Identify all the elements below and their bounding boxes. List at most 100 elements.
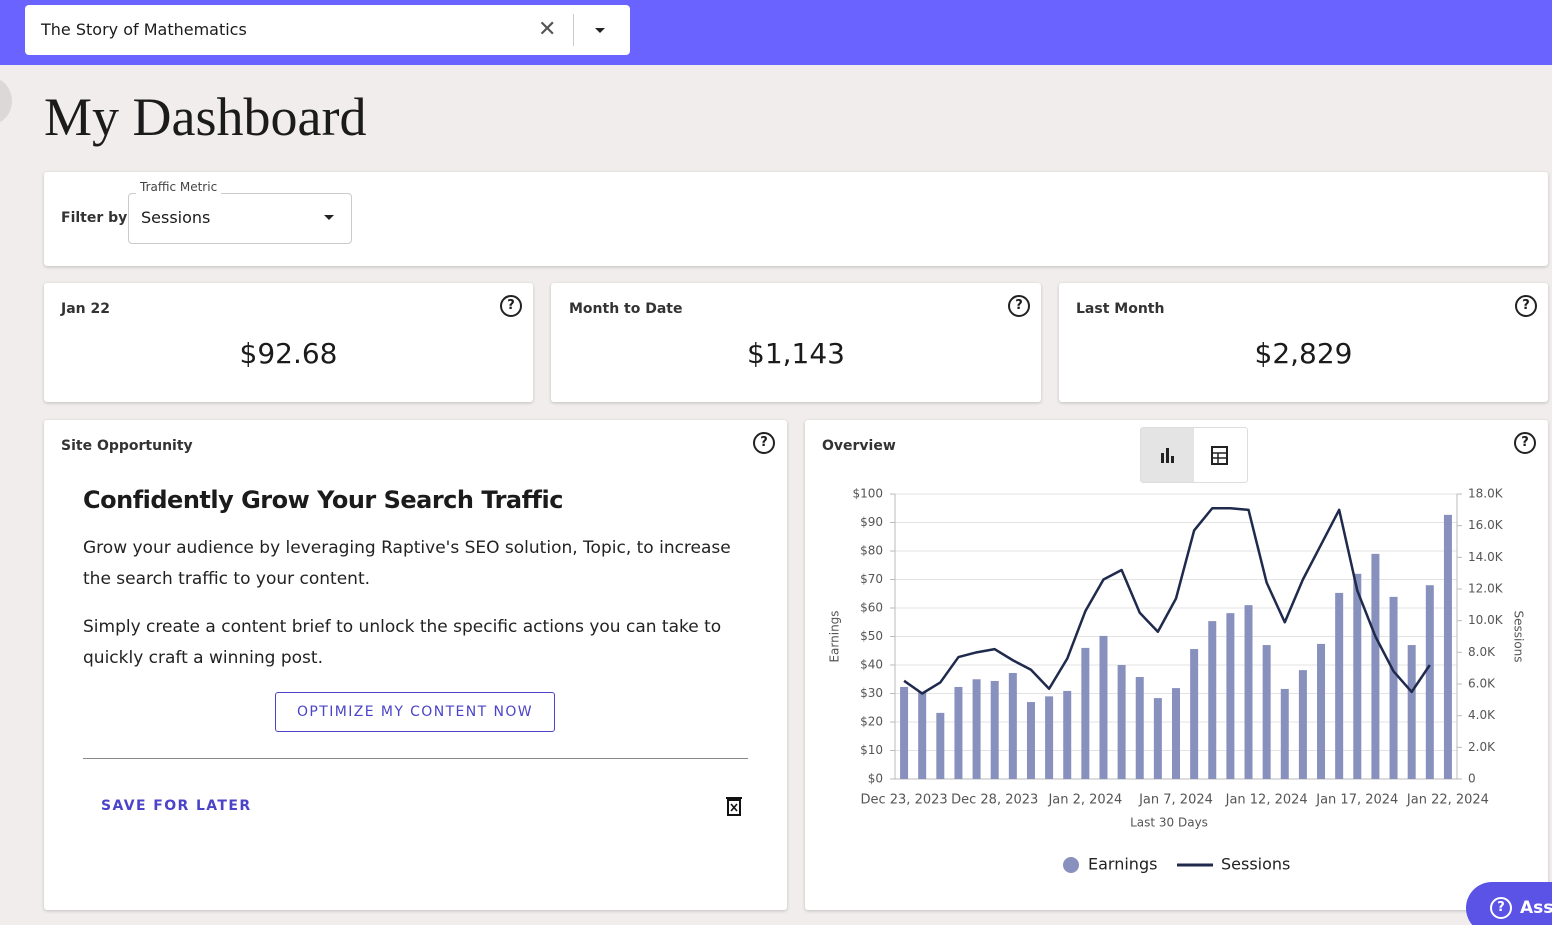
filter-label: Filter by <box>61 210 128 226</box>
y-tick-label: $60 <box>860 601 883 615</box>
y-tick-label: $80 <box>860 544 883 558</box>
x-tick-label: Jan 17, 2024 <box>1315 793 1398 808</box>
help-icon[interactable]: ? <box>500 295 522 317</box>
x-tick-label: Jan 12, 2024 <box>1225 793 1308 808</box>
y-tick-label: $70 <box>860 572 883 586</box>
bar <box>1099 635 1108 779</box>
bar <box>1353 573 1362 779</box>
line <box>903 507 1431 695</box>
bar <box>1335 592 1344 779</box>
bar <box>900 686 909 779</box>
bar <box>1425 585 1434 779</box>
chart: $0 $10 $20 $30 $40 $50 $60 $70 $80 $90 $100 0 2.0K 4.… <box>828 487 1526 874</box>
y-tick-label: $100 <box>852 487 883 501</box>
y-tick-label: $10 <box>860 743 883 757</box>
section-label: Overview <box>822 438 896 454</box>
bar <box>1172 688 1180 779</box>
bar <box>1371 553 1380 779</box>
help-icon[interactable]: ? <box>1515 295 1537 317</box>
y2-tick-label: 0 <box>1468 772 1476 786</box>
bar <box>1280 688 1289 779</box>
divider <box>83 758 748 759</box>
bar <box>1262 645 1271 779</box>
y2-tick-label: 18.0K <box>1468 487 1504 501</box>
assist-icon: ? <box>1490 897 1512 919</box>
help-icon[interactable]: ? <box>1008 295 1030 317</box>
dropdown-icon[interactable] <box>595 28 605 33</box>
y2-axis-label: Sessions <box>1512 610 1526 662</box>
metric-value: Sessions <box>141 208 211 227</box>
y2-tick-label: 16.0K <box>1468 518 1504 532</box>
table-view-button[interactable] <box>1194 428 1247 482</box>
bar <box>936 712 945 779</box>
optimize-button[interactable]: OPTIMIZE MY CONTENT NOW <box>275 692 555 732</box>
view-toggle <box>1140 427 1248 483</box>
bar <box>954 686 963 779</box>
y-tick-label: $20 <box>860 715 883 729</box>
x-tick-label: Jan 2, 2024 <box>1047 793 1122 808</box>
x-tick-label: Jan 7, 2024 <box>1138 793 1213 808</box>
assist-button[interactable]: ? Assist <box>1466 882 1552 925</box>
stat-value: $2,829 <box>1254 337 1353 370</box>
bar <box>1244 605 1253 779</box>
x-tick-label: Jan 22, 2024 <box>1406 793 1489 808</box>
y2-tick-label: 14.0K <box>1468 550 1504 564</box>
bar <box>1389 596 1398 779</box>
legend-label: Sessions <box>1221 855 1290 874</box>
legend-label: Earnings <box>1088 855 1157 874</box>
bar <box>1190 649 1199 779</box>
bar <box>1317 643 1326 779</box>
stat-card: Last Month ? $2,829 <box>1059 283 1548 402</box>
filter-card: Filter by Sessions Traffic Metric <box>44 172 1548 266</box>
y2-tick-label: 2.0K <box>1468 740 1496 754</box>
x-tick-label: Dec 23, 2023 <box>860 793 947 808</box>
bar <box>1298 670 1307 779</box>
stat-card: Jan 22 ? $92.68 <box>44 283 533 402</box>
help-icon[interactable]: ? <box>1514 432 1536 454</box>
paragraph: Simply create a content brief to unlock … <box>83 617 722 668</box>
bar <box>1443 514 1452 779</box>
site-name: The Story of Mathematics <box>41 20 247 39</box>
section-label: Site Opportunity <box>61 438 193 454</box>
y2-tick-label: 6.0K <box>1468 677 1496 691</box>
table-icon <box>1211 446 1228 465</box>
legend-swatch <box>1063 857 1079 873</box>
avatar[interactable] <box>0 78 12 124</box>
bar <box>1081 647 1090 779</box>
help-icon[interactable]: ? <box>753 432 775 454</box>
stat-label: Month to Date <box>569 301 683 317</box>
clear-icon[interactable]: ✕ <box>538 17 557 42</box>
bar <box>918 692 927 779</box>
y-tick-label: $90 <box>860 515 883 529</box>
bar <box>1045 696 1054 779</box>
bar-icon <box>1161 448 1174 463</box>
bar <box>1063 690 1072 779</box>
stat-card: Month to Date ? $1,143 <box>551 283 1041 402</box>
bar <box>1226 613 1235 779</box>
dropdown-icon <box>324 215 334 220</box>
bar <box>1208 621 1217 779</box>
page-title: My Dashboard <box>44 87 367 147</box>
bar <box>1135 676 1144 779</box>
paragraph: Grow your audience by leveraging Raptive… <box>83 538 731 589</box>
heading: Confidently Grow Your Search Traffic <box>83 486 563 514</box>
bar <box>972 679 981 779</box>
delete-icon[interactable] <box>725 795 743 817</box>
y2-tick-label: 8.0K <box>1468 645 1496 659</box>
chart-view-button[interactable] <box>1141 428 1194 482</box>
bar <box>1117 665 1126 779</box>
assist-label: Assist <box>1520 898 1552 918</box>
site-selector[interactable]: The Story of Mathematics ✕ <box>25 5 630 55</box>
stat-value: $92.68 <box>239 337 338 370</box>
metric-select[interactable]: Sessions <box>128 193 352 244</box>
metric-field-label: Traffic Metric <box>136 180 222 194</box>
bar <box>1407 645 1416 779</box>
y-tick-label: $40 <box>860 658 883 672</box>
save-link[interactable]: SAVE FOR LATER <box>101 798 252 814</box>
stat-label: Jan 22 <box>61 301 110 317</box>
y-axis-label: Earnings <box>828 610 842 662</box>
y2-tick-label: 10.0K <box>1468 613 1504 627</box>
x-tick-label: Dec 28, 2023 <box>951 793 1038 808</box>
body: Grow your audience by leveraging Raptive… <box>83 533 743 674</box>
